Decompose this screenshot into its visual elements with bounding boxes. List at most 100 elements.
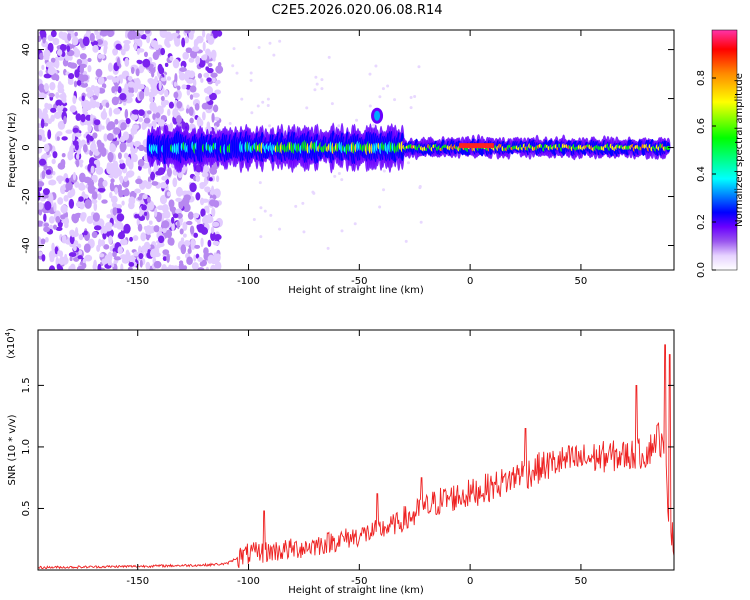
noise-speck [112,166,120,173]
noise-speck [213,252,217,258]
colorbar-gradient [711,29,738,271]
noise-speck [190,238,196,248]
noise-speck [106,133,114,141]
ridge-peak [459,143,461,149]
noise-speck [169,122,173,130]
noise-speck [97,53,103,59]
x-tick-label: 50 [575,576,588,587]
noise-speck [194,102,200,111]
noise-speck [56,105,61,113]
noise-speck [75,201,83,208]
noise-speck [43,143,50,153]
noise-speck [259,206,263,210]
noise-speck [102,180,108,187]
ridge-peak [468,143,470,149]
noise-speck [210,49,217,60]
noise-speck [232,47,236,51]
noise-speck [113,172,119,179]
x-tick-label: 0 [467,576,473,587]
noise-speck [203,214,211,220]
noise-speck [326,246,330,250]
noise-speck [214,261,222,270]
noise-speck [126,92,135,98]
noise-speck [79,53,87,60]
noise-speck [97,76,105,85]
ridge-peak [486,143,489,149]
colorbar-tick-label: 0.2 [696,214,707,230]
noise-speck [123,42,130,52]
noise-speck [47,42,54,53]
noise-speck [175,208,182,215]
noise-speck [216,79,221,85]
noise-speck [49,192,53,200]
noise-speck [169,55,174,61]
noise-speck [378,205,382,209]
noise-speck [372,123,376,127]
noise-speck [193,254,197,262]
noise-speck [62,59,69,67]
noise-speck [67,61,73,68]
noise-speck [185,47,193,54]
noise-speck [115,43,122,50]
noise-speck [171,222,175,232]
y-tick-label: 0 [21,144,32,150]
noise-speck [185,108,190,114]
noise-speck [182,51,190,60]
noise-speck [111,263,115,268]
noise-speck [152,51,160,61]
x-tick-label: 0 [467,276,473,287]
noise-speck [75,158,80,168]
noise-speck [184,30,191,34]
noise-speck [120,122,127,131]
snr-y-scale-base: (x10 [6,336,17,359]
noise-speck [172,58,180,69]
noise-speck [76,265,85,270]
noise-speck [147,244,151,249]
noise-speck [337,172,341,176]
noise-speck [213,116,220,121]
noise-speck [215,175,220,183]
noise-speck [202,54,208,59]
noise-speck [105,102,110,108]
snr-line [38,344,674,570]
noise-speck [43,122,49,127]
noise-speck [181,121,186,130]
noise-speck [71,133,76,142]
noise-speck [128,87,135,94]
noise-speck [228,121,232,125]
ridge-peak [488,143,490,149]
colorbar-tick-label: 0.8 [696,70,707,86]
noise-speck [62,107,68,112]
noise-speck [66,45,71,52]
noise-speck [113,108,121,115]
noise-speck [382,169,386,173]
noise-speck [69,256,73,262]
noise-speck [186,220,193,226]
noise-speck [56,131,63,137]
noise-speck [114,118,119,125]
noise-speck [116,213,125,222]
noise-speck [87,65,92,73]
noise-speck [93,202,98,212]
spectrogram-panel: -150 -100 -50 0 50 40 20 0 -20 -40 Height of stra… [7,29,675,296]
noise-speck [113,127,121,135]
noise-speck [193,265,198,270]
noise-speck [80,113,86,123]
noise-speck [135,68,140,77]
noise-speck [128,261,135,267]
noise-speck [59,43,66,52]
noise-speck [65,129,73,134]
noise-speck [83,243,91,253]
noise-speck [207,254,215,263]
y-tick-label: 1.5 [21,377,32,393]
noise-speck [193,212,200,219]
noise-speck [56,49,63,56]
noise-speck [205,266,210,270]
noise-speck [278,227,282,231]
noise-speck [82,144,88,153]
noise-speck [67,184,73,190]
noise-speck [76,80,82,86]
noise-speck [181,84,187,90]
noise-speck [109,143,115,150]
colorbar-tick-label: 0.4 [696,166,707,182]
